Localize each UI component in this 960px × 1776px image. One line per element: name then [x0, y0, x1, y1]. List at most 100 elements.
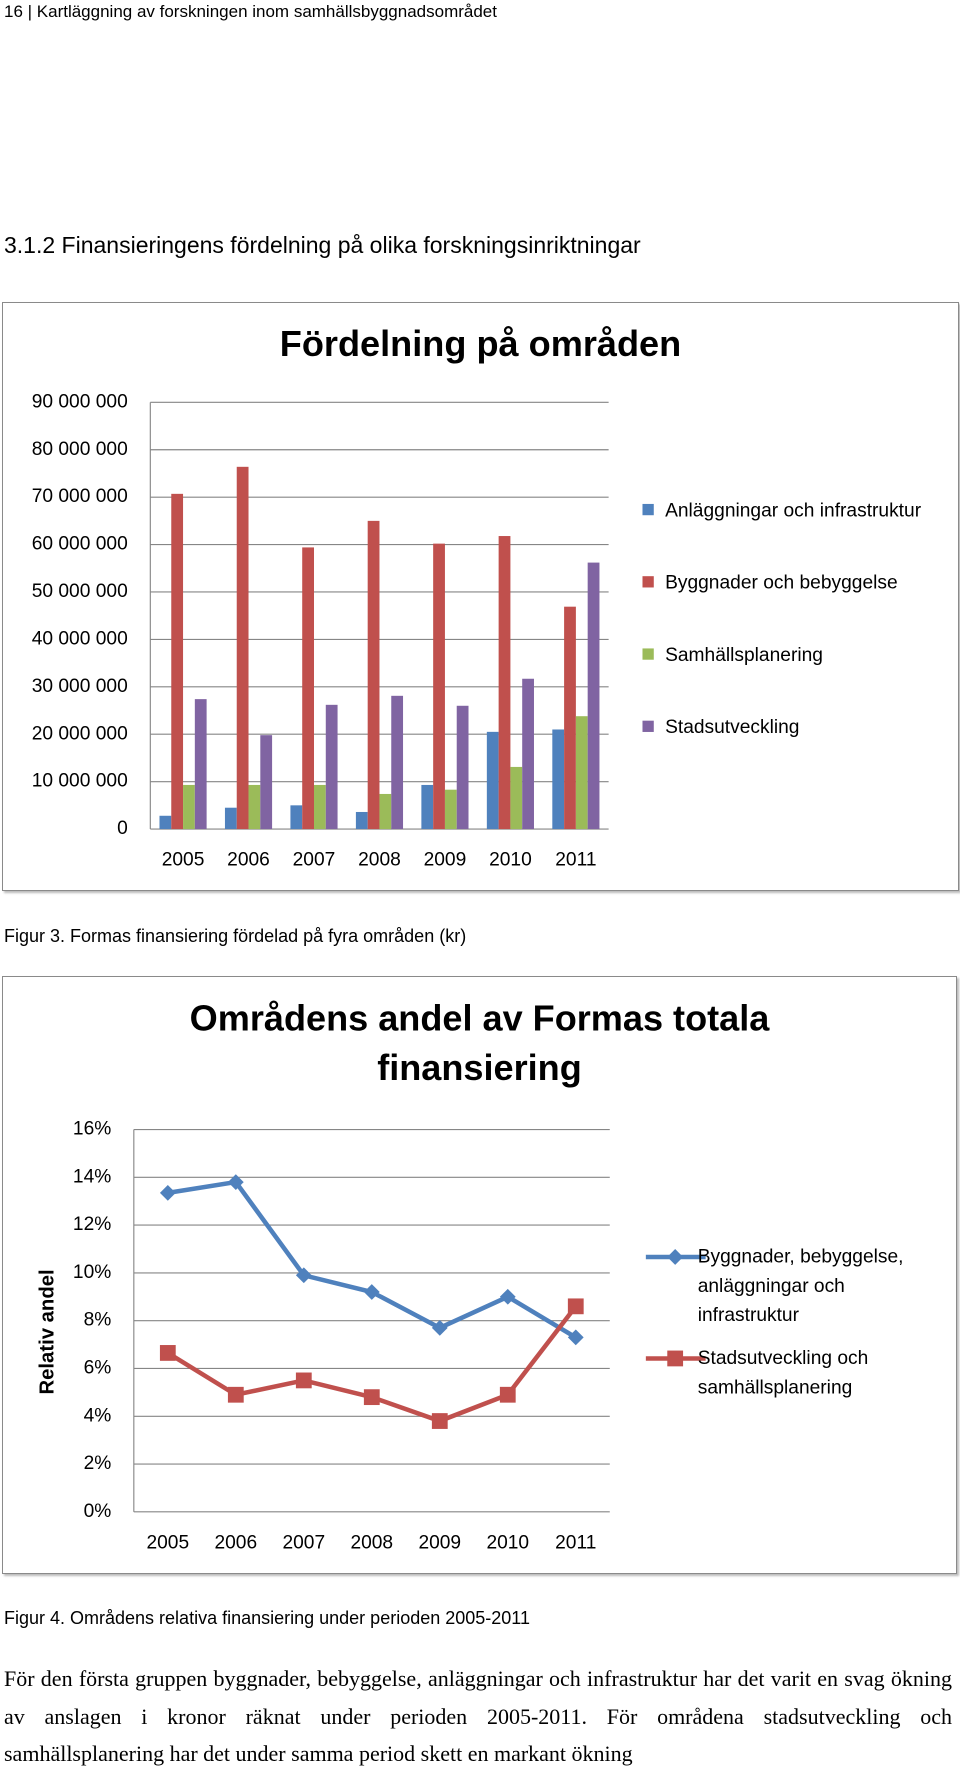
marker — [227, 1174, 244, 1190]
marker — [499, 1386, 516, 1403]
x-tick-label: 2010 — [489, 850, 532, 871]
x-tick-label: 2007 — [282, 1532, 325, 1553]
bar — [391, 695, 404, 830]
y-tick-label: 10% — [73, 1262, 111, 1283]
bar — [522, 678, 534, 830]
marker — [667, 1350, 684, 1367]
bar — [433, 543, 445, 830]
series-line — [167, 1179, 577, 1340]
figure-caption: Figur 4. Områdens relativa finansiering … — [4, 1608, 530, 1628]
marker — [363, 1284, 380, 1300]
bar — [183, 784, 195, 830]
x-tick-label: 2006 — [227, 850, 270, 871]
x-tick-label: 2008 — [350, 1532, 393, 1553]
legend-label-box: Stadsutveckling — [665, 716, 800, 738]
bar — [236, 466, 249, 830]
legend-label: Byggnader och bebyggelse — [665, 571, 898, 594]
chart-title-box: Områdens andel av Formas totala finansie… — [189, 997, 770, 1088]
legend-swatch — [642, 503, 654, 516]
bar — [355, 811, 368, 830]
legend-label: Anläggningar och infrastruktur — [665, 499, 922, 521]
bar — [325, 704, 338, 830]
bar — [159, 815, 172, 830]
marker — [567, 1298, 584, 1315]
legend-label: Samhällsplanering — [665, 643, 823, 666]
y-tick-label: 0 — [117, 818, 128, 839]
y-tick-label: 6% — [84, 1358, 112, 1379]
chart-title: Fördelning på områden — [279, 323, 682, 364]
bar — [510, 766, 523, 830]
x-tick-label: 2010 — [486, 1532, 529, 1553]
y-tick-label: 4% — [84, 1405, 112, 1426]
marker — [431, 1319, 448, 1336]
line-chart: Områdens andel av Formas totala finansie… — [2, 976, 957, 1574]
y-tick-label: 10 000 000 — [32, 771, 128, 792]
marker — [363, 1389, 380, 1406]
y-tick-label: 80 000 000 — [32, 439, 128, 460]
bar — [498, 536, 511, 830]
x-tick-label: 2011 — [555, 850, 596, 871]
chart-title: Områdens andel av Formas totala finansie… — [189, 997, 770, 1088]
bar — [171, 493, 184, 830]
legend-label: Byggnader, bebyggelse, anläggningar och … — [697, 1245, 904, 1326]
x-tick-label: 2008 — [358, 850, 401, 871]
marker — [227, 1386, 244, 1403]
y-tick-label: 12% — [73, 1214, 111, 1235]
section-heading: 3.1.2 Finansieringens fördelning på olik… — [4, 232, 641, 258]
y-tick-label: 50 000 000 — [32, 581, 128, 602]
x-tick-label: 2009 — [418, 1532, 461, 1553]
x-tick-label: 2007 — [293, 850, 336, 871]
y-tick-label: 8% — [84, 1310, 112, 1331]
bar — [587, 562, 600, 830]
legend-label-box: Byggnader och bebyggelse — [665, 571, 898, 594]
marker — [295, 1372, 312, 1389]
marker — [159, 1184, 176, 1201]
bar — [564, 606, 576, 830]
bar — [456, 705, 469, 830]
legend-label-box: Stadsutveckling och samhällsplanering — [697, 1347, 869, 1398]
legend-swatch — [642, 720, 654, 732]
bar — [575, 716, 588, 830]
x-tick-label: 2005 — [147, 1532, 190, 1553]
bar — [194, 699, 207, 830]
bar — [367, 520, 380, 830]
y-tick-label: 40 000 000 — [32, 628, 128, 649]
marker — [431, 1413, 448, 1429]
y-tick-label: 90 000 000 — [32, 391, 128, 412]
y-tick-label: 14% — [73, 1166, 111, 1187]
bar — [552, 729, 565, 830]
legend-label-box: Anläggningar och infrastruktur — [665, 499, 922, 521]
figure-caption: Figur 3. Formas finansiering fördelad på… — [4, 926, 467, 946]
bar — [248, 784, 261, 830]
x-tick-label: 2009 — [424, 850, 467, 871]
y-tick-label: 20 000 000 — [32, 723, 128, 744]
legend-label: Stadsutveckling och samhällsplanering — [697, 1347, 869, 1398]
body-paragraph: För den första gruppen byggnader, bebygg… — [4, 1666, 952, 1766]
bar — [379, 793, 392, 830]
y-tick-label: 0% — [84, 1501, 112, 1522]
legend-swatch — [642, 576, 654, 588]
y-tick-label: 30 000 000 — [32, 676, 128, 697]
bar-chart: Fördelning på områden 0 10 000 000 20 000 0… — [2, 302, 959, 891]
legend-label-box: Samhällsplanering — [665, 643, 823, 666]
y-tick-label: 70 000 000 — [32, 486, 128, 507]
bar — [260, 735, 273, 830]
marker — [295, 1267, 312, 1284]
legend-swatch — [642, 648, 654, 660]
y-tick-label: 60 000 000 — [32, 534, 128, 555]
x-tick-label: 2005 — [162, 850, 205, 871]
y-tick-label: 2% — [84, 1453, 112, 1474]
bar — [313, 784, 326, 830]
x-tick-label: 2011 — [555, 1532, 596, 1553]
bar — [444, 789, 457, 830]
legend-label: Stadsutveckling — [665, 716, 800, 738]
x-tick-label: 2006 — [214, 1532, 257, 1553]
page-header: 16 | Kartläggning av forskningen inom sa… — [4, 2, 497, 21]
bar — [302, 547, 314, 830]
bar — [486, 731, 499, 830]
marker — [667, 1249, 684, 1265]
marker — [159, 1345, 176, 1361]
bar — [421, 784, 434, 830]
bar — [224, 807, 237, 830]
